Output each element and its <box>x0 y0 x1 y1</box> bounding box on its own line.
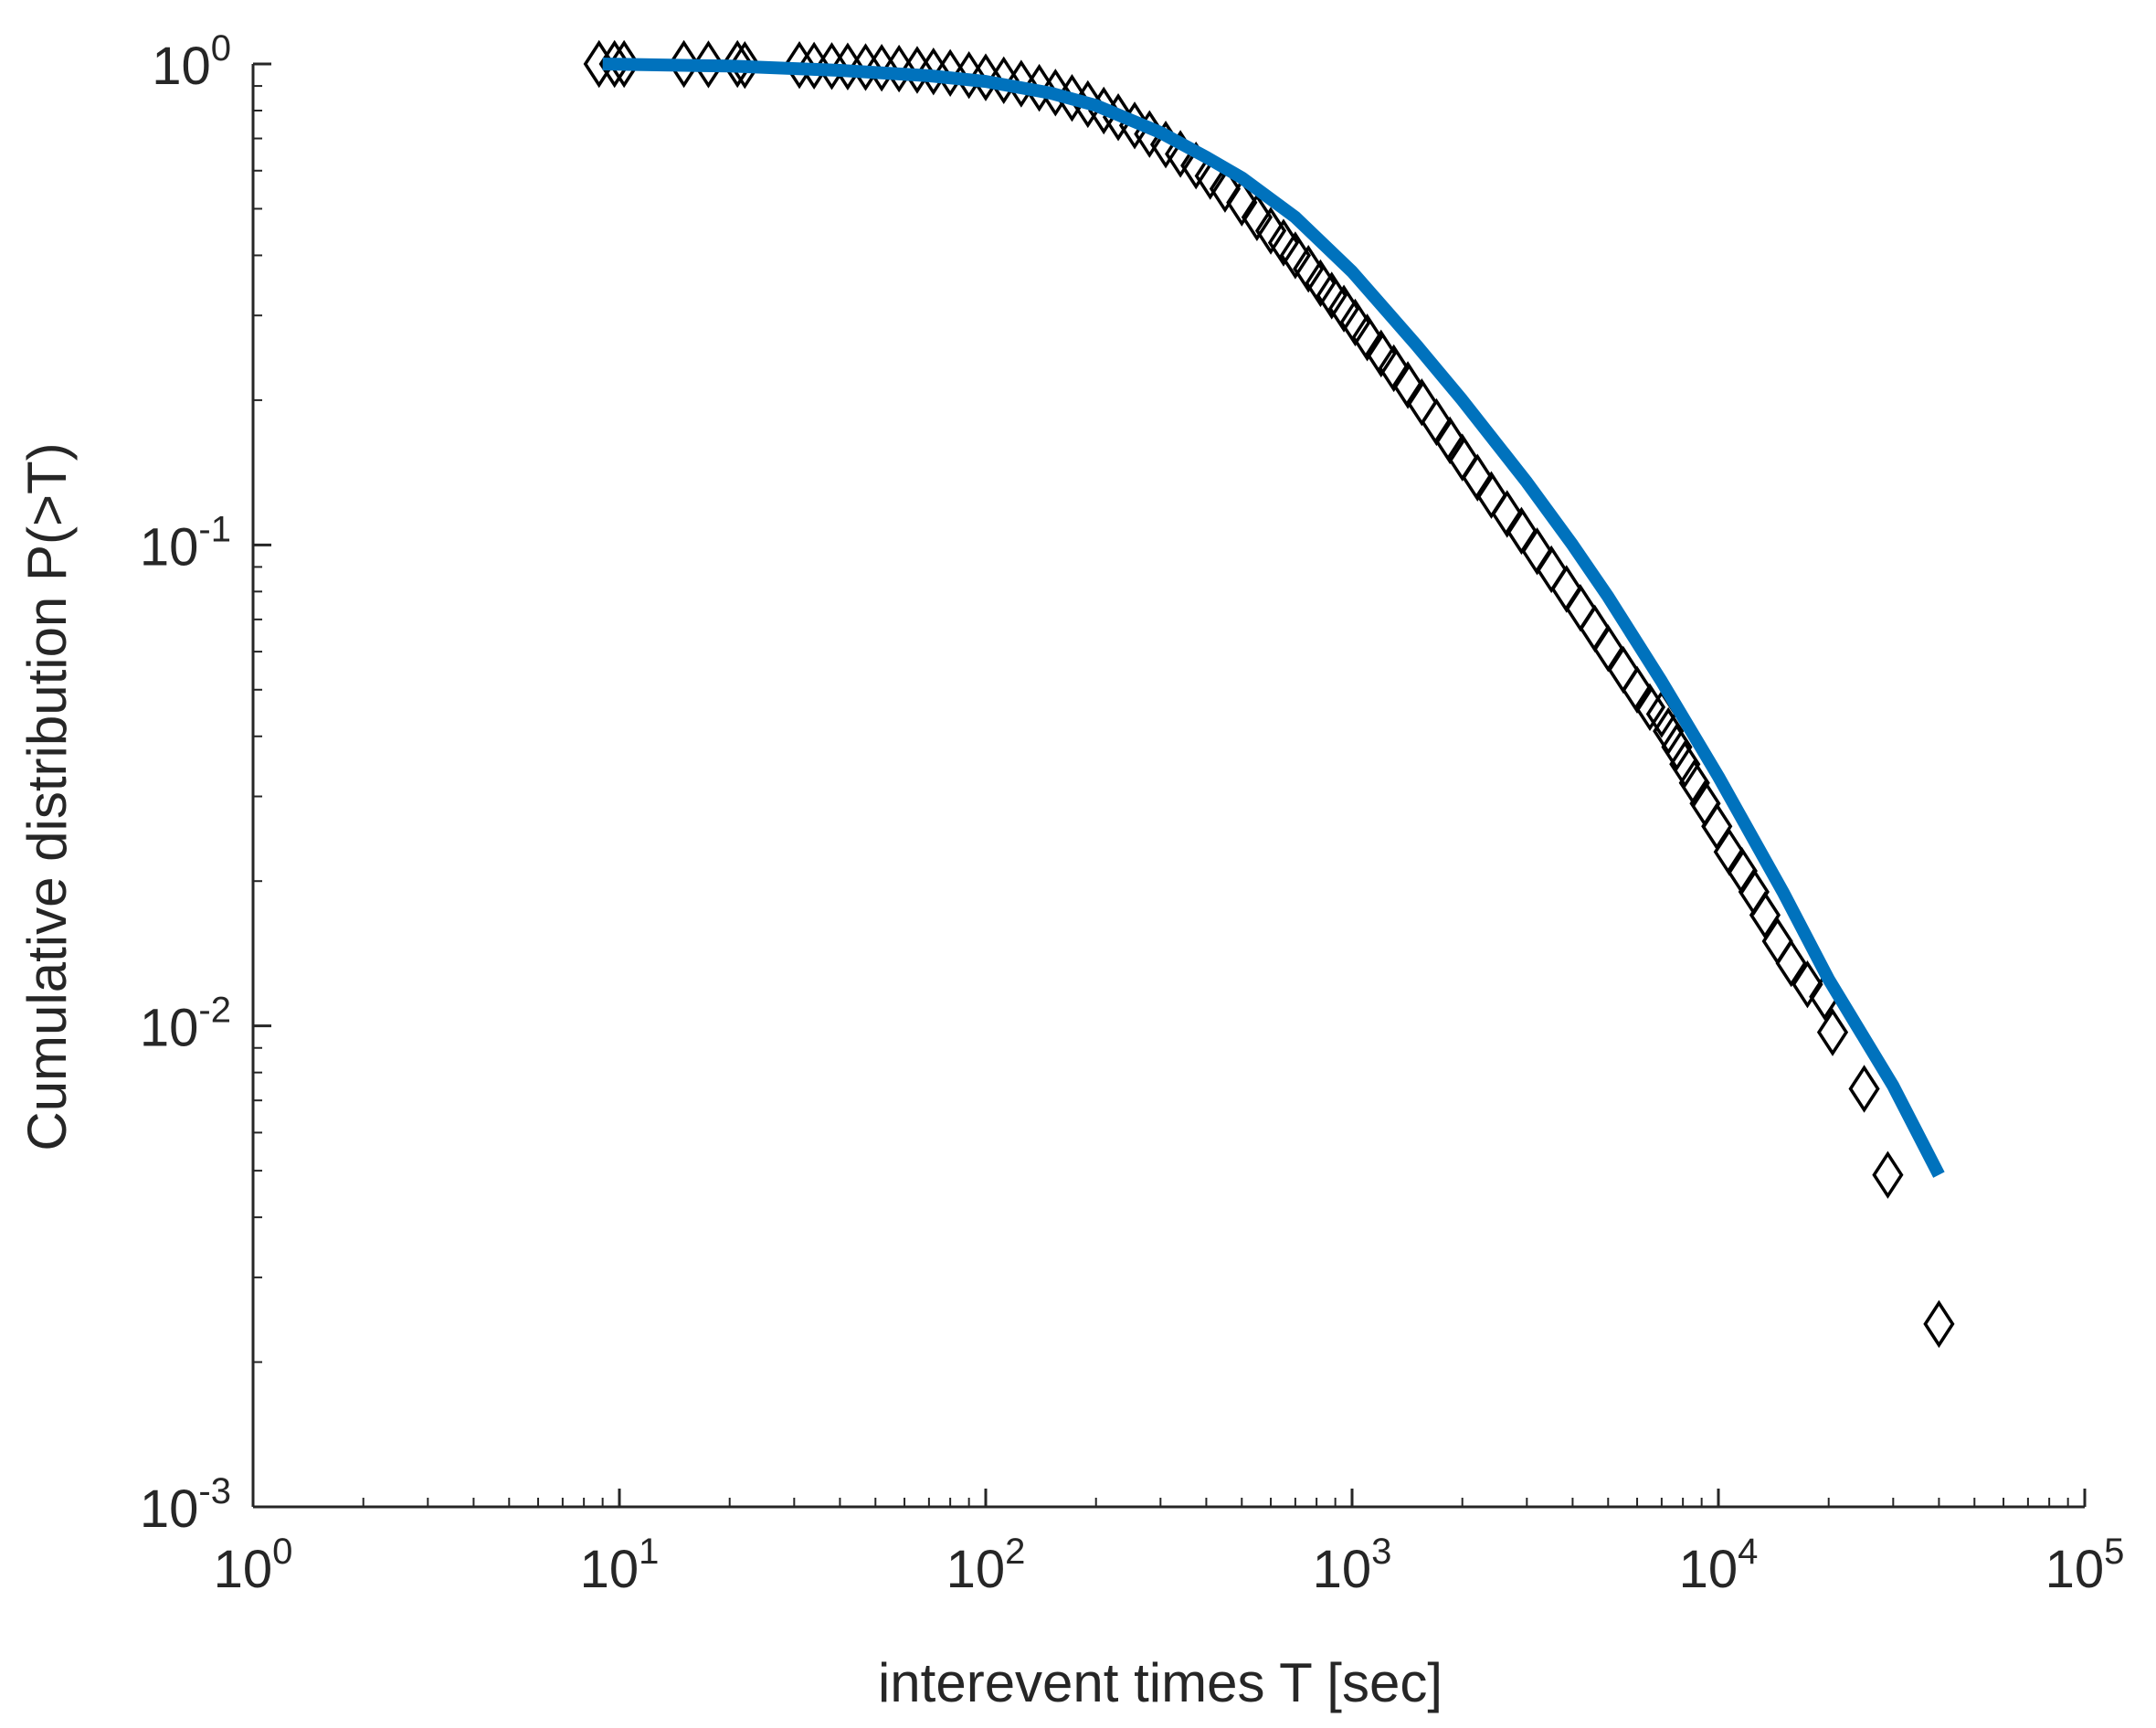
data-point-diamond <box>1316 271 1348 320</box>
data-point-diamond <box>1351 313 1383 362</box>
data-point-diamond <box>1421 398 1453 447</box>
data-point-diamond <box>1506 506 1538 556</box>
data-point-diamond <box>1005 59 1037 108</box>
x-tick-label: 102 <box>946 1532 1026 1599</box>
data-point-diamond <box>1701 802 1733 851</box>
data-point-diamond <box>1536 545 1568 594</box>
data-point-diamond <box>1579 604 1611 653</box>
data-point-diamond <box>1592 624 1624 673</box>
data-point-diamond <box>722 39 754 89</box>
data-point-diamond <box>1661 723 1693 771</box>
data-point-diamond <box>1678 758 1710 807</box>
data-point-diamond <box>668 39 700 89</box>
data-point-diamond <box>1923 1299 1955 1349</box>
data-point-diamond <box>816 42 848 90</box>
data-point-diamond <box>1738 867 1770 917</box>
ticks-layer: 100 101 102 103 104 105 10-3 10-2 10-1 100 <box>140 28 2124 1599</box>
data-point-diamond <box>783 40 816 90</box>
x-axis-label: interevent times T [sec] <box>878 1652 1443 1713</box>
data-point-diamond <box>1713 828 1745 876</box>
data-point-diamond <box>1816 1008 1849 1056</box>
y-tick-label: 100 <box>152 28 231 96</box>
x-tick-label: 104 <box>1679 1532 1759 1599</box>
data-point-diamond <box>1446 433 1478 482</box>
data-point-diamond <box>1293 244 1325 293</box>
data-point-diamond <box>1378 344 1410 393</box>
data-point-diamond <box>1226 178 1258 227</box>
data-point-diamond <box>692 40 724 89</box>
axes-layer <box>251 64 2085 1509</box>
y-axis-label: Cumulative distribution P(>T) <box>16 442 78 1150</box>
fit-curve-line <box>602 58 1945 1178</box>
data-point-diamond <box>1491 490 1523 538</box>
data-point-diamond <box>1241 193 1273 241</box>
x-tick-label: 105 <box>2045 1532 2125 1599</box>
data-point-diamond <box>1391 361 1424 409</box>
data-point-diamond <box>729 40 761 90</box>
data-point-diamond <box>1339 298 1371 347</box>
data-point-diamond <box>583 39 615 89</box>
data-point-diamond <box>1564 583 1597 632</box>
fit-layer <box>602 58 1945 1178</box>
data-point-diamond <box>598 39 630 89</box>
data-point-diamond <box>1254 207 1287 255</box>
data-point-diamond <box>1327 284 1360 333</box>
data-point-diamond <box>1521 527 1553 576</box>
data-point-diamond <box>1633 683 1666 732</box>
data-point-diamond <box>1462 453 1494 502</box>
y-tick-label: 10-2 <box>140 991 231 1058</box>
x-tick-label: 101 <box>580 1532 660 1599</box>
y-tick-label: 10-3 <box>140 1471 231 1539</box>
markers-layer <box>583 39 1955 1349</box>
data-point-diamond <box>1761 917 1793 966</box>
data-point-diamond <box>1726 846 1758 896</box>
data-point-diamond <box>1279 231 1311 280</box>
data-point-diamond <box>1872 1150 1904 1199</box>
data-point-diamond <box>1475 471 1507 519</box>
data-point-diamond <box>1550 565 1582 613</box>
data-point-diamond <box>1365 329 1397 378</box>
data-point-diamond <box>608 39 640 89</box>
data-point-diamond <box>1775 938 1807 988</box>
data-point-diamond <box>1209 164 1242 213</box>
x-tick-label: 103 <box>1313 1532 1392 1599</box>
data-point-diamond <box>1791 960 1823 1009</box>
data-point-diamond <box>1848 1065 1880 1113</box>
data-point-diamond <box>1607 645 1639 694</box>
data-point-diamond <box>1749 891 1781 939</box>
data-point-diamond <box>1669 740 1701 789</box>
y-tick-label: 10-1 <box>140 509 231 577</box>
x-tick-label: 100 <box>214 1532 293 1599</box>
